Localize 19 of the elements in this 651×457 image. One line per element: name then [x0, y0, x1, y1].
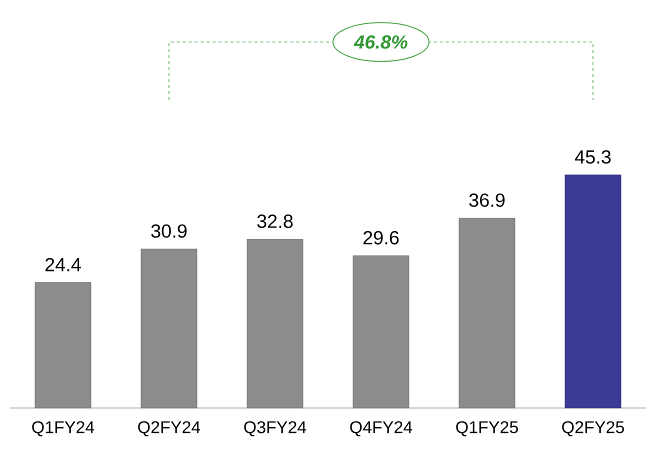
- data-label: 29.6: [363, 231, 399, 244]
- x-tick-label: Q4FY24: [350, 421, 412, 436]
- data-label: 45.3: [574, 150, 611, 164]
- data-label: 32.8: [257, 214, 293, 228]
- x-tick-label: Q2FY24: [138, 421, 200, 436]
- bar: [246, 238, 304, 408]
- bar: [34, 282, 92, 408]
- bar: [140, 248, 198, 408]
- bar: [352, 255, 410, 408]
- bar: [564, 174, 622, 408]
- x-tick-label: Q1FY24: [32, 421, 94, 436]
- bar: [458, 218, 516, 408]
- data-label: 36.9: [469, 193, 505, 207]
- x-tick-label: Q3FY24: [244, 421, 306, 436]
- x-tick-label: Q2FY25: [562, 421, 624, 436]
- text: 46.8%: [354, 35, 408, 49]
- x-tick-label: Q1FY25: [456, 421, 518, 436]
- data-label: 24.4: [45, 258, 81, 272]
- data-label: 30.9: [151, 224, 187, 238]
